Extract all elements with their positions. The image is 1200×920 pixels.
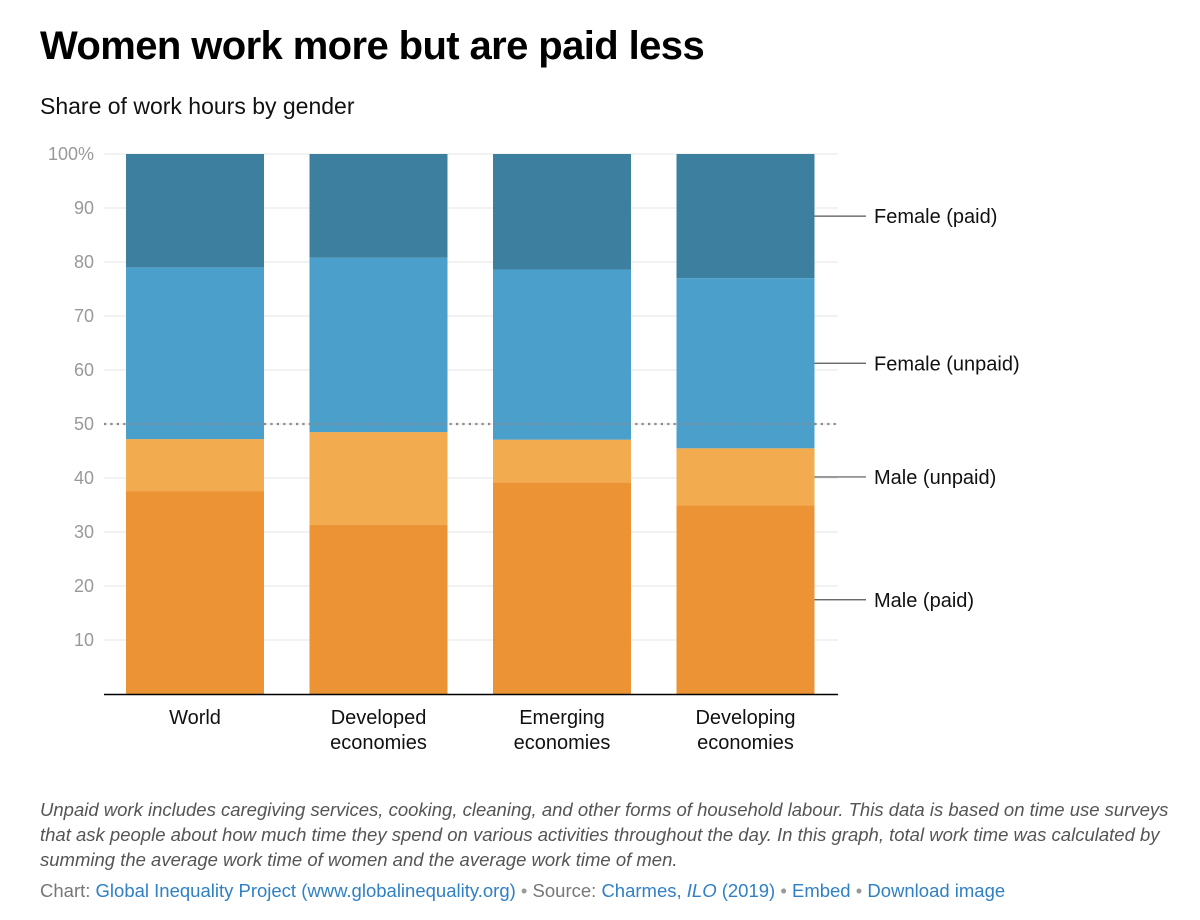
series-labels: Male (paid) Male (unpaid) Female (unpaid) F…: [814, 206, 1020, 612]
footer-source-org: ILO: [686, 880, 717, 901]
footer-separator: •: [855, 880, 863, 901]
footer-source-link[interactable]: Charmes, ILO (2019): [601, 880, 775, 901]
chart-footer: Chart: Global Inequality Project (www.gl…: [40, 880, 1005, 902]
bar-segment: [493, 439, 631, 483]
x-tick-label: Developed economies: [330, 707, 427, 754]
x-tick-label-line: Emerging: [519, 707, 605, 729]
bar-segment: [126, 439, 264, 492]
x-tick-label-line: economies: [514, 732, 611, 754]
series-label: Female (unpaid): [874, 353, 1020, 375]
y-tick-label: 20: [74, 576, 94, 596]
series-label: Female (paid): [874, 206, 997, 228]
footer-chart-prefix: Chart:: [40, 880, 96, 901]
bars: [126, 154, 815, 694]
y-tick-label: 30: [74, 522, 94, 542]
bar-segment: [676, 154, 815, 279]
y-tick-label: 100%: [48, 144, 94, 164]
footer-separator: •: [780, 880, 787, 901]
bar-segment: [309, 524, 448, 694]
chart-subtitle: Share of work hours by gender: [40, 93, 355, 119]
bar-segment: [309, 257, 448, 433]
y-tick-label: 40: [74, 468, 94, 488]
y-tick-label: 70: [74, 306, 94, 326]
x-tick-label-line: economies: [697, 732, 794, 754]
x-tick-label-line: Developing: [695, 707, 795, 729]
bar-segment: [676, 505, 815, 694]
x-tick-label-line: economies: [330, 732, 427, 754]
y-axis-ticks: 100% 90 80 70 60 50 40 30 20 10: [48, 144, 94, 650]
bar-segment: [493, 154, 631, 270]
x-tick-label: Emerging economies: [514, 707, 611, 754]
y-tick-label: 50: [74, 414, 94, 434]
x-tick-label-line: World: [169, 707, 221, 729]
x-tick-label: Developing economies: [695, 707, 795, 754]
x-axis-ticks: World Developed economies Emerging economies…: [169, 707, 795, 754]
bar-segment: [126, 267, 264, 440]
y-tick-label: 10: [74, 630, 94, 650]
footer-source-prefix: Source:: [532, 880, 602, 901]
x-tick-label-line: Developed: [331, 707, 427, 729]
chart-note: Unpaid work includes caregiving services…: [40, 799, 1169, 870]
series-label: Male (paid): [874, 590, 974, 612]
bar-segment: [309, 154, 448, 258]
bar-segment: [126, 491, 264, 694]
download-image-link[interactable]: Download image: [867, 880, 1006, 901]
bar-segment: [126, 154, 264, 268]
y-tick-label: 90: [74, 198, 94, 218]
embed-link[interactable]: Embed: [791, 880, 851, 901]
bar-segment: [309, 432, 448, 525]
stacked-bar-chart: 100% 90 80 70 60 50 40 30 20 10 World Developed eco…: [48, 144, 1020, 754]
y-tick-label: 60: [74, 360, 94, 380]
bar-segment: [493, 482, 631, 694]
bar-segment: [676, 448, 815, 506]
footer-separator: •: [520, 880, 528, 901]
bar-segment: [676, 278, 815, 449]
footer-source-year: (2019): [716, 880, 776, 901]
series-label: Male (unpaid): [874, 467, 996, 489]
footer-chart-link[interactable]: Global Inequality Project (www.globaline…: [95, 880, 516, 901]
x-tick-label: World: [169, 707, 221, 729]
y-tick-label: 80: [74, 252, 94, 272]
footer-source-author: Charmes,: [601, 880, 687, 901]
bar-segment: [493, 269, 631, 440]
chart-title: Women work more but are paid less: [40, 24, 705, 68]
